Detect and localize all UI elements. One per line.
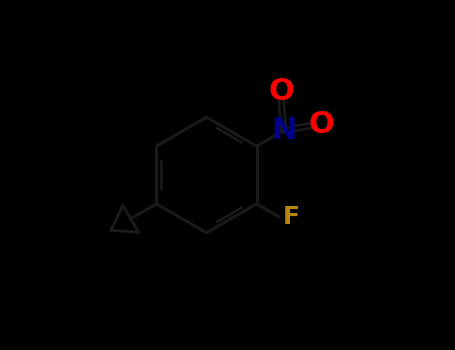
Text: N: N [271, 116, 297, 145]
Text: O: O [308, 110, 334, 139]
Text: F: F [283, 205, 300, 229]
Text: O: O [268, 77, 294, 106]
